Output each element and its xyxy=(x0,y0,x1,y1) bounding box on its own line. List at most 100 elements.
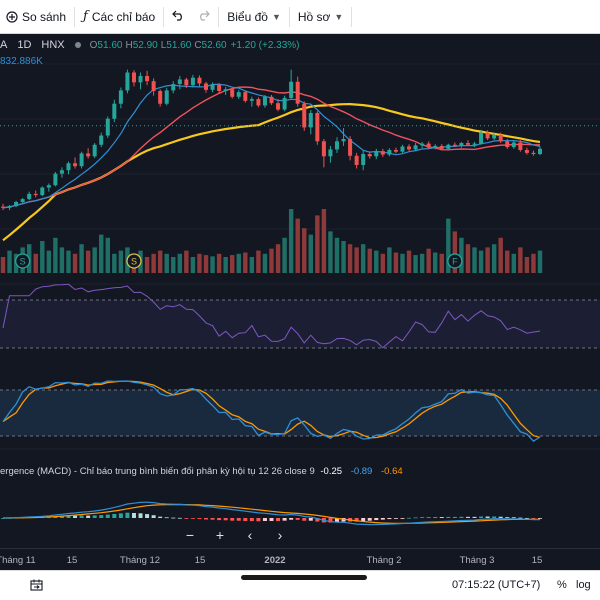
candle-body xyxy=(73,163,78,167)
volume-bar xyxy=(354,247,359,273)
macd-signal-value: -0.89 xyxy=(350,466,373,477)
candle-body xyxy=(505,141,510,148)
macd-histogram-bar xyxy=(459,516,464,518)
zoom-in-button[interactable]: + xyxy=(215,527,225,543)
candle-body xyxy=(531,152,536,155)
volume-bar xyxy=(472,247,477,273)
macd-histogram-bar xyxy=(66,515,71,518)
candle-body xyxy=(524,149,529,153)
macd-histogram-bar xyxy=(99,515,104,518)
macd-histogram-bar xyxy=(413,517,418,519)
volume-bar xyxy=(518,247,523,273)
macd-histogram-value: -0.64 xyxy=(380,466,403,477)
candle-body xyxy=(452,144,457,146)
macd-histogram-bar xyxy=(177,517,182,519)
candle-body xyxy=(262,96,267,106)
compare-label: So sánh xyxy=(22,9,67,24)
event-marker xyxy=(14,253,31,269)
candle-body xyxy=(217,84,222,91)
volume-bar xyxy=(511,253,517,273)
event-marker xyxy=(126,253,142,269)
macd-histogram-bar xyxy=(492,516,497,518)
volume-bar xyxy=(262,253,268,273)
candle-body xyxy=(302,103,307,128)
volume-bar xyxy=(302,228,307,273)
volume-bar xyxy=(334,237,340,273)
volume-bar xyxy=(341,241,346,273)
time-axis[interactable]: Tháng 11 15 Tháng 12 15 2022 Tháng 2 Thá… xyxy=(0,548,600,570)
redo-icon xyxy=(197,10,211,24)
zoom-out-button[interactable]: − xyxy=(185,527,195,543)
macd-histogram-bar xyxy=(92,515,97,518)
macd-histogram-bar xyxy=(334,518,339,523)
indicators-label: Các chỉ báo xyxy=(91,9,156,24)
profile-menu-button[interactable]: Hồ sơ ▼ xyxy=(292,0,349,33)
candle-body xyxy=(446,144,451,149)
volume-bar xyxy=(184,250,189,273)
macd-title[interactable]: ergence (MACD) - Chỉ báo trung bình biến… xyxy=(0,466,315,477)
candle-body xyxy=(328,149,333,157)
volume-bar xyxy=(459,237,464,273)
chart-menu-label: Biểu đồ xyxy=(227,9,268,24)
volume-bar xyxy=(426,248,431,273)
open-key: O xyxy=(89,39,98,51)
redo-button[interactable] xyxy=(191,0,216,33)
candle-body xyxy=(204,83,209,90)
candle-body xyxy=(197,77,202,84)
interval-label[interactable]: 1D xyxy=(17,39,32,51)
log-scale-toggle[interactable]: log xyxy=(576,579,591,591)
exchange-label: HNX xyxy=(41,39,65,51)
compare-button[interactable]: So sánh xyxy=(0,0,72,33)
candle-body xyxy=(321,141,326,157)
macd-histogram-bar xyxy=(59,515,64,518)
event-marker xyxy=(447,253,463,269)
volume-bar xyxy=(243,252,248,273)
volume-bar xyxy=(393,252,399,273)
macd-histogram-bar xyxy=(230,518,235,521)
toolbar-divider xyxy=(74,6,76,27)
volume-bar xyxy=(295,218,300,273)
percent-scale-toggle[interactable]: % xyxy=(557,579,567,591)
volume-bar xyxy=(33,253,38,273)
volume-bar xyxy=(380,253,386,273)
volume-bar xyxy=(465,244,471,273)
macd-histogram-bar xyxy=(105,514,110,518)
time-axis-label: 15 xyxy=(531,555,543,566)
time-axis-label: 15 xyxy=(194,555,206,566)
candle-body xyxy=(243,92,248,101)
volume-bar xyxy=(491,244,497,273)
macd-histogram-bar xyxy=(426,517,431,518)
candle-body xyxy=(518,142,523,150)
chevron-down-icon: ▼ xyxy=(271,11,281,22)
candle-body xyxy=(230,89,235,97)
candle-body xyxy=(380,151,385,155)
candle-body xyxy=(112,103,117,119)
high-value: 52.90 xyxy=(132,39,158,51)
close-key: C xyxy=(194,39,202,51)
volume-bar xyxy=(216,253,222,273)
chart-menu-button[interactable]: Biểu đồ ▼ xyxy=(221,0,287,33)
compare-plus-icon xyxy=(6,10,18,23)
stoch-band xyxy=(0,390,600,436)
macd-histogram-bar xyxy=(328,518,333,523)
clock-timezone[interactable]: 07:15:22 (UTC+7) xyxy=(452,579,541,591)
macd-histogram-bar xyxy=(380,518,385,520)
indicators-button[interactable]: ƒ Các chỉ báo xyxy=(77,0,161,33)
undo-button[interactable] xyxy=(166,0,191,33)
symbol-name[interactable]: A xyxy=(0,39,8,51)
candle-body xyxy=(138,75,143,83)
macd-histogram-bar xyxy=(164,517,169,519)
volume-bar xyxy=(446,218,451,273)
macd-histogram-bar xyxy=(276,518,281,522)
candle-body xyxy=(426,143,431,148)
scroll-left-button[interactable]: ‹ xyxy=(247,527,253,543)
candle-body xyxy=(498,134,503,142)
macd-histogram-bar xyxy=(308,518,313,521)
scroll-right-button[interactable]: › xyxy=(277,527,283,543)
event-marker-label: S xyxy=(131,257,137,267)
volume-bar xyxy=(531,253,536,273)
calendar-goto-icon[interactable] xyxy=(30,579,43,594)
macd-histogram-bar xyxy=(125,512,130,518)
